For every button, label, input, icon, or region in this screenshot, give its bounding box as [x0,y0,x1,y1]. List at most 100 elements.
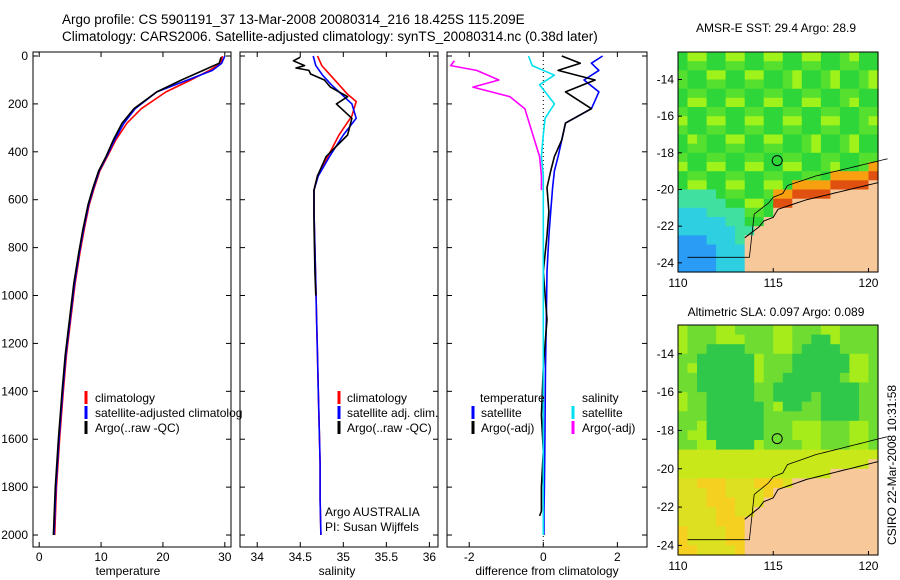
ocean-cell [839,449,850,460]
ocean-cell [820,440,831,451]
ocean-cell [773,440,784,451]
ocean-cell [716,162,727,172]
ocean-cell [820,353,831,364]
land-cell [868,516,879,527]
ocean-cell [868,382,879,393]
ocean-cell [687,334,698,345]
ocean-cell [716,401,727,412]
ocean-cell [716,478,727,489]
ocean-cell [744,79,755,90]
ocean-cell [849,134,860,145]
land-cell [820,262,831,273]
ocean-cell [735,52,746,62]
ocean-cell [782,411,793,422]
ocean-cell [830,88,841,99]
ocean-cell [687,143,698,154]
land-cell [782,497,793,508]
ocean-cell [763,334,774,345]
ocean-cell [868,152,879,163]
lat-tick-label: -22 [657,500,675,514]
ocean-cell [792,125,803,136]
ocean-cell [725,325,736,336]
land-cell [773,507,784,518]
ocean-cell [754,217,765,227]
ocean-cell [697,79,708,90]
ocean-cell [678,244,689,255]
ocean-cell [782,61,793,71]
title-line1: Argo profile: CS 5901191_37 13-Mar-2008 … [62,12,525,27]
y-tick-label: 400 [8,145,28,159]
ocean-cell [687,478,698,489]
ocean-cell [678,235,689,246]
land-cell [868,180,879,191]
ocean-cell [839,411,850,422]
ocean-cell [839,107,850,117]
ocean-cell [706,545,717,556]
ocean-cell [763,449,774,460]
land-cell [849,507,860,518]
ocean-cell [849,449,860,460]
ocean-cell [763,116,774,126]
ocean-cell [706,189,717,200]
ocean-cell [811,459,822,470]
ocean-cell [801,430,812,441]
ocean-cell [820,382,831,393]
land-cell [782,535,793,546]
ocean-cell [839,61,850,71]
ocean-cell [859,363,870,374]
ocean-cell [782,79,793,90]
difference-profile-lines [449,55,604,535]
ocean-cell [735,334,746,345]
series-line-argo-raw-qc- [292,56,353,296]
land-cell [801,253,812,264]
ocean-cell [830,353,841,364]
temperature-legend: climatology satellite-adjusted climatolo… [84,391,242,435]
ocean-cell [687,535,698,546]
ocean-cell [763,180,774,191]
land-cell [792,235,803,246]
land-cell [801,207,812,218]
ocean-cell [801,52,812,62]
ocean-cell [735,143,746,154]
ocean-cell [687,262,698,273]
series-line-argo-raw-qc- [52,56,222,536]
ocean-cell [792,363,803,374]
land-cell [839,253,850,264]
ocean-cell [830,411,841,422]
ocean-cell [725,207,736,218]
ocean-cell [782,478,793,489]
land-cell [849,217,860,227]
land-cell [859,497,870,508]
sla-map-title: Altimetric SLA: 0.097 Argo: 0.089 [688,305,865,319]
ocean-cell [792,88,803,99]
ocean-cell [811,162,822,172]
ocean-cell [801,61,812,71]
ocean-cell [859,382,870,393]
lat-tick-label: -14 [657,73,675,87]
ocean-cell [839,70,850,81]
land-cell [801,262,812,273]
land-cell [830,497,841,508]
ocean-cell [697,253,708,264]
ocean-cell [849,430,860,441]
ocean-cell [725,52,736,62]
ocean-cell [792,468,803,479]
ocean-cell [811,392,822,403]
ocean-cell [744,440,755,451]
land-cell [830,226,841,236]
ocean-cell [849,88,860,99]
ocean-cell [754,79,765,90]
series-line-salinity-satellite [527,55,556,535]
ocean-cell [811,411,822,422]
difference-axis-label: difference from climatology [475,564,618,578]
land-cell [830,526,841,537]
land-cell [811,516,822,527]
ocean-cell [754,134,765,145]
ocean-cell [811,116,822,126]
land-cell [830,535,841,546]
ocean-cell [801,459,812,470]
ocean-cell [763,152,774,163]
ocean-cell [706,459,717,470]
ocean-cell [735,516,746,527]
ocean-cell [754,171,765,181]
